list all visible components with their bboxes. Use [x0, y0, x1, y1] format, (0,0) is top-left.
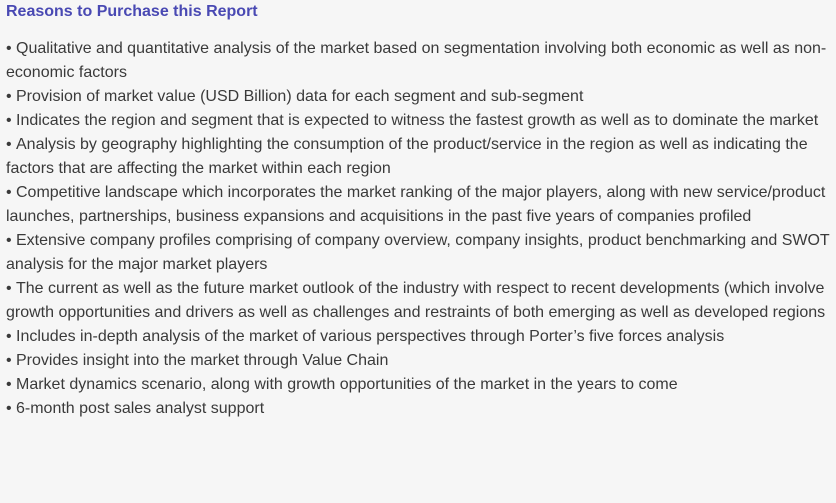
bullet-icon: •	[6, 136, 12, 153]
bullet-icon: •	[6, 328, 12, 345]
list-item-text: Qualitative and quantitative analysis of…	[6, 40, 827, 81]
list-item: • Provides insight into the market throug…	[6, 349, 830, 373]
bullet-icon: •	[6, 376, 12, 393]
list-item-text: Extensive company profiles comprising of…	[6, 232, 830, 273]
list-item-text: Provides insight into the market through…	[16, 352, 389, 369]
list-item-text: Competitive landscape which incorporates…	[6, 184, 826, 225]
list-item: • Indicates the region and segment that i…	[6, 109, 830, 133]
bullet-icon: •	[6, 400, 12, 417]
list-item: • 6-month post sales analyst support	[6, 397, 830, 421]
list-item: • Provision of market value (USD Billion)…	[6, 85, 830, 109]
list-item-text: Indicates the region and segment that is…	[16, 112, 819, 129]
list-item-text: Analysis by geography highlighting the c…	[6, 136, 808, 177]
bullet-icon: •	[6, 112, 12, 129]
list-item-text: Market dynamics scenario, along with gro…	[16, 376, 678, 393]
bullet-icon: •	[6, 40, 12, 57]
reasons-list: • Qualitative and quantitative analysis o…	[6, 37, 830, 421]
list-item-text: 6-month post sales analyst support	[16, 400, 265, 417]
list-item: • Competitive landscape which incorporate…	[6, 181, 830, 229]
list-item-text: The current as well as the future market…	[6, 280, 826, 321]
list-item: • Includes in-depth analysis of the marke…	[6, 325, 830, 349]
list-item: • Qualitative and quantitative analysis o…	[6, 37, 830, 85]
bullet-icon: •	[6, 280, 12, 297]
bullet-icon: •	[6, 184, 12, 201]
list-item: • Analysis by geography highlighting the …	[6, 133, 830, 181]
list-item-text: Includes in-depth analysis of the market…	[16, 328, 725, 345]
bullet-icon: •	[6, 352, 12, 369]
list-item: • Extensive company profiles comprising o…	[6, 229, 830, 277]
list-item-text: Provision of market value (USD Billion) …	[16, 88, 584, 105]
section-title: Reasons to Purchase this Report	[6, 3, 258, 20]
list-item: • The current as well as the future marke…	[6, 277, 830, 325]
list-item: • Market dynamics scenario, along with gr…	[6, 373, 830, 397]
bullet-icon: •	[6, 88, 12, 105]
bullet-icon: •	[6, 232, 12, 249]
